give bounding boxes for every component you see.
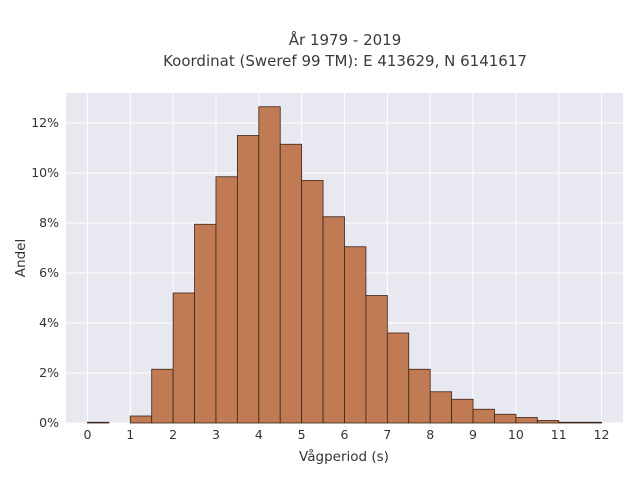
histogram-bars: [87, 106, 602, 424]
x-axis-ticks: 0 1 2 3 4 5 6 7 8 9 10 11 12: [83, 427, 609, 442]
x-tick-label: 0: [83, 427, 91, 442]
histogram-bar: [536, 420, 560, 424]
y-tick-label: 2%: [39, 365, 59, 380]
histogram-bar: [429, 391, 453, 424]
y-tick-label: 4%: [39, 315, 59, 330]
histogram-bar: [344, 246, 367, 424]
y-tick-label: 12%: [31, 115, 59, 130]
y-axis-label: Andel: [13, 239, 29, 277]
histogram-bar: [236, 135, 260, 424]
x-tick-label: 5: [298, 427, 306, 442]
x-tick-label: 7: [383, 427, 391, 442]
histogram-bar: [258, 106, 281, 424]
x-tick-label: 10: [508, 427, 524, 442]
x-tick-label: 2: [169, 427, 177, 442]
x-tick-label: 12: [594, 427, 610, 442]
histogram-bar: [558, 421, 581, 424]
histogram-bar: [472, 408, 495, 424]
y-tick-label: 10%: [31, 165, 59, 180]
chart-title-line1: År 1979 - 2019: [289, 30, 402, 49]
x-tick-label: 6: [341, 427, 349, 442]
histogram-bar: [172, 292, 195, 424]
y-tick-label: 8%: [39, 215, 59, 230]
histogram-bar: [279, 143, 303, 424]
histogram-bar: [365, 295, 388, 424]
histogram-bar: [579, 421, 602, 424]
histogram-bar: [215, 176, 238, 424]
x-tick-label: 8: [426, 427, 434, 442]
x-tick-label: 4: [255, 427, 263, 442]
x-tick-label: 9: [469, 427, 477, 442]
chart-title-line2: Koordinat (Sweref 99 TM): E 413629, N 61…: [163, 52, 527, 70]
histogram-bar: [451, 398, 474, 424]
histogram-bar: [408, 368, 431, 424]
histogram-bar: [194, 223, 217, 424]
histogram-bar: [386, 332, 410, 424]
histogram-bar: [151, 368, 174, 424]
y-axis-ticks: 0% 2% 4% 6% 8% 10% 12%: [31, 115, 59, 430]
histogram-bar: [494, 413, 517, 424]
x-tick-label: 3: [212, 427, 220, 442]
y-tick-label: 0%: [39, 415, 59, 430]
histogram-bar: [129, 415, 153, 424]
x-tick-label: 1: [126, 427, 134, 442]
histogram-bar: [87, 421, 110, 424]
x-tick-label: 11: [551, 427, 567, 442]
histogram-bar: [515, 417, 538, 424]
x-axis-label: Vågperiod (s): [299, 448, 389, 465]
histogram-bar: [301, 180, 324, 424]
y-tick-label: 6%: [39, 265, 59, 280]
histogram-bar: [322, 216, 345, 424]
